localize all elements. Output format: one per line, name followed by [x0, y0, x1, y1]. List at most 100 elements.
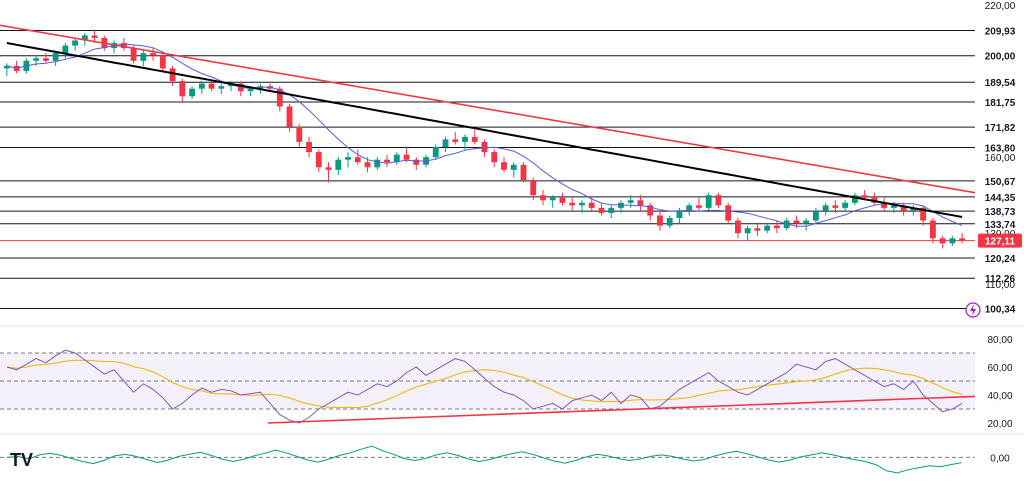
ma-slow-line[interactable]: [6, 42, 963, 218]
candle-body[interactable]: [686, 205, 693, 211]
candle-body[interactable]: [159, 55, 166, 69]
candle-body[interactable]: [306, 141, 312, 153]
candle-body[interactable]: [598, 207, 605, 213]
candle-body[interactable]: [286, 106, 293, 127]
candle-body[interactable]: [715, 195, 722, 206]
lightning-icon[interactable]: [965, 302, 981, 318]
candle-body[interactable]: [910, 207, 917, 211]
candle-body[interactable]: [3, 65, 10, 69]
candle-body[interactable]: [442, 139, 449, 148]
candle-body[interactable]: [491, 152, 498, 163]
candle-body[interactable]: [189, 88, 195, 97]
candle-body[interactable]: [696, 205, 702, 208]
candle-body[interactable]: [384, 159, 390, 163]
candle-body[interactable]: [335, 159, 342, 170]
rsi-signal-line[interactable]: [6, 359, 963, 409]
candle-body[interactable]: [890, 205, 897, 208]
candle-body[interactable]: [91, 35, 98, 38]
candle-body[interactable]: [208, 83, 215, 89]
candle-body[interactable]: [120, 43, 127, 49]
candle-body[interactable]: [803, 220, 810, 224]
candle-body[interactable]: [851, 195, 858, 203]
candle-body[interactable]: [218, 86, 225, 89]
candle-body[interactable]: [559, 197, 566, 203]
candle-body[interactable]: [920, 207, 927, 221]
candle-body[interactable]: [842, 202, 849, 208]
candle-body[interactable]: [33, 58, 40, 61]
candle-body[interactable]: [169, 68, 176, 82]
candle-body[interactable]: [608, 207, 615, 213]
candle-body[interactable]: [900, 205, 907, 211]
candle-body[interactable]: [52, 53, 59, 61]
candle-body[interactable]: [637, 200, 644, 206]
candle-body[interactable]: [520, 164, 527, 180]
candle-body[interactable]: [62, 45, 69, 54]
candle-body[interactable]: [325, 167, 332, 170]
candle-body[interactable]: [793, 220, 800, 224]
candle-body[interactable]: [393, 154, 400, 163]
candle-body[interactable]: [452, 139, 459, 142]
candle-body[interactable]: [247, 88, 254, 92]
candle-body[interactable]: [150, 53, 157, 56]
candle-body[interactable]: [822, 205, 829, 211]
rsi-line[interactable]: [6, 349, 963, 424]
candle-body[interactable]: [774, 225, 780, 229]
candle-body[interactable]: [81, 35, 88, 41]
level-label-bg: [978, 204, 1022, 219]
descending-trendline[interactable]: [0, 24, 976, 194]
candle-body[interactable]: [764, 225, 771, 231]
candle-body[interactable]: [462, 136, 468, 142]
candle-body[interactable]: [374, 159, 381, 168]
candle-body[interactable]: [754, 228, 761, 231]
candle-body[interactable]: [179, 81, 186, 97]
candle-body[interactable]: [471, 136, 478, 142]
candle-body[interactable]: [315, 152, 322, 168]
candle-body[interactable]: [364, 162, 371, 168]
candle-body[interactable]: [705, 195, 712, 208]
candle-body[interactable]: [296, 126, 303, 142]
candle-body[interactable]: [198, 83, 205, 89]
candle-body[interactable]: [510, 164, 517, 170]
candle-body[interactable]: [812, 210, 819, 221]
candle-body[interactable]: [725, 205, 732, 221]
candle-body[interactable]: [579, 202, 585, 206]
candle-body[interactable]: [744, 228, 751, 234]
candle-body[interactable]: [403, 154, 410, 160]
candle-body[interactable]: [540, 195, 546, 201]
candle-body[interactable]: [354, 157, 361, 163]
candle-body[interactable]: [627, 200, 634, 203]
candle-body[interactable]: [588, 202, 595, 208]
candle-body[interactable]: [939, 238, 946, 244]
candle-body[interactable]: [481, 141, 488, 153]
candle-body[interactable]: [735, 220, 741, 234]
candle-body[interactable]: [569, 202, 576, 206]
rsi-trendline[interactable]: [267, 395, 976, 424]
candle-body[interactable]: [666, 218, 673, 226]
candle-body[interactable]: [676, 210, 683, 219]
candle-body[interactable]: [130, 48, 137, 61]
candle-body[interactable]: [549, 197, 556, 201]
oscillator-line[interactable]: [7, 445, 962, 474]
candle-body[interactable]: [861, 195, 868, 198]
candle-body[interactable]: [72, 40, 79, 46]
candle-body[interactable]: [647, 205, 654, 216]
level-label: 163,80: [985, 144, 1016, 155]
price-pane[interactable]: [0, 0, 975, 322]
candle-body[interactable]: [949, 238, 956, 244]
candle-body[interactable]: [413, 159, 420, 165]
candle-body[interactable]: [501, 162, 507, 170]
candle-body[interactable]: [432, 147, 439, 158]
candle-body[interactable]: [140, 53, 147, 61]
candle-body[interactable]: [959, 238, 966, 241]
candle-body[interactable]: [345, 157, 351, 160]
candle-body[interactable]: [929, 220, 936, 239]
candle-body[interactable]: [881, 202, 888, 208]
candle-body[interactable]: [657, 215, 663, 226]
candle-body[interactable]: [530, 179, 537, 196]
candle-body[interactable]: [832, 205, 839, 208]
candle-body[interactable]: [276, 88, 283, 107]
tradingview-logo[interactable]: TV: [10, 450, 33, 470]
level-label: 120,24: [985, 254, 1016, 265]
candle-body[interactable]: [42, 58, 49, 61]
